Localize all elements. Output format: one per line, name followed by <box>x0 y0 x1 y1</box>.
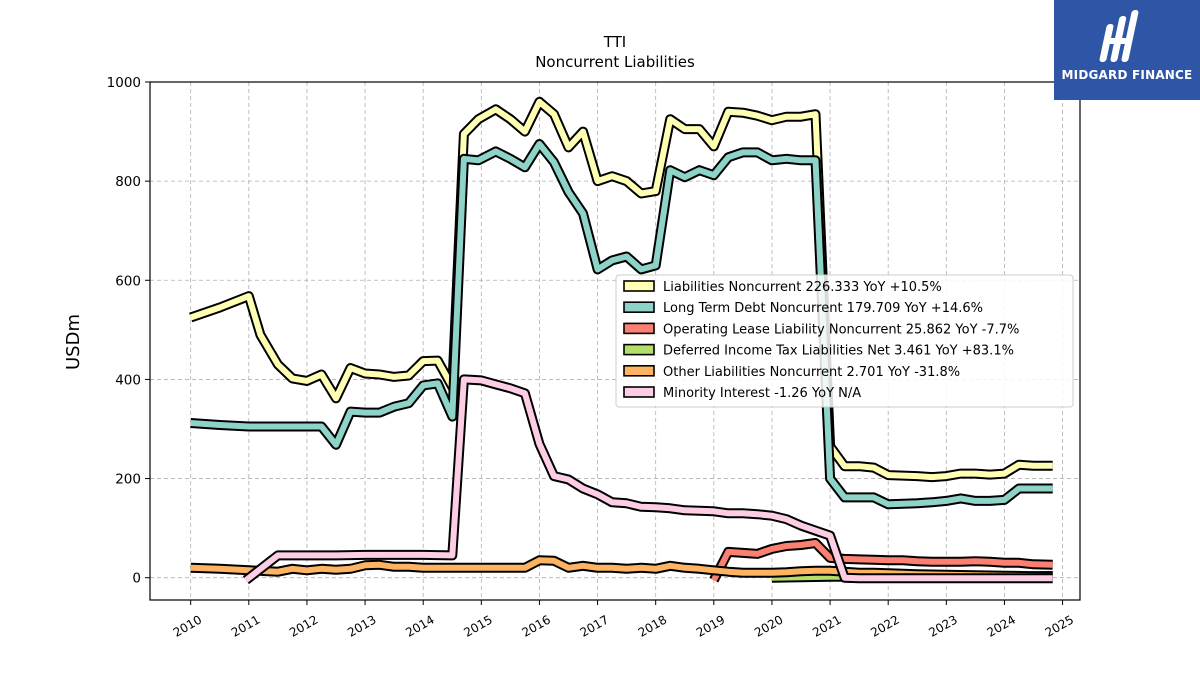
x-tick-label: 2016 <box>519 612 552 639</box>
midgard-m-logo-icon <box>1099 10 1139 62</box>
series-minority-interest <box>242 374 1053 585</box>
plot-frame <box>149 81 1081 601</box>
legend-entry: Operating Lease Liability Noncurrent 25.… <box>663 322 1019 337</box>
y-tick-label: 1000 <box>107 75 141 91</box>
legend-box <box>615 274 1074 408</box>
series-other-liabilities-noncurrent <box>190 555 1053 582</box>
midgard-finance-logo: MIDGARD FINANCE <box>1054 0 1200 100</box>
series-line <box>189 98 1053 481</box>
legend-swatch <box>623 386 655 398</box>
series-line <box>190 557 1053 580</box>
chart-subtitle: Noncurrent Liabilities <box>535 53 695 71</box>
x-tick-label: 2022 <box>868 612 901 639</box>
y-tick-label: 800 <box>115 174 141 190</box>
series-operating-lease-liability-noncurrent <box>709 538 1053 583</box>
x-tick-label: 2018 <box>636 612 669 639</box>
series-lines <box>189 96 1053 585</box>
series-line <box>711 540 1053 582</box>
chart-title: TTI <box>603 33 627 51</box>
legend-entry: Liabilities Noncurrent 226.333 YoY +10.5… <box>663 280 942 295</box>
x-tick-label: 2013 <box>345 612 378 639</box>
legend-entry: Long Term Debt Noncurrent 179.709 YoY +1… <box>663 301 983 316</box>
x-tick-label: 2020 <box>752 612 785 639</box>
x-tick-label: 2024 <box>984 612 1017 639</box>
legend-swatch <box>623 301 655 314</box>
legend-swatch <box>623 364 655 377</box>
series-liabilities-noncurrent <box>189 96 1053 483</box>
legend: Liabilities Noncurrent 226.333 YoY +10.5… <box>615 274 1074 408</box>
series-line <box>190 141 1053 508</box>
x-tick-label: 2011 <box>229 612 262 639</box>
legend-swatch <box>623 343 655 356</box>
x-tick-label: 2014 <box>403 612 436 639</box>
x-tick-label: 2019 <box>694 612 727 639</box>
y-axis-label: USDm <box>63 314 84 370</box>
legend-swatch <box>623 322 655 335</box>
legend-entry: Other Liabilities Noncurrent 2.701 YoY -… <box>663 365 960 380</box>
x-tick-label: 2012 <box>287 612 320 639</box>
y-tick-label: 600 <box>115 273 141 289</box>
x-tick-label: 2017 <box>578 612 611 639</box>
x-tick-label: 2015 <box>461 612 494 639</box>
series-long-term-debt-noncurrent <box>190 139 1053 510</box>
x-tick-label: 2021 <box>810 612 843 639</box>
logo-text: MIDGARD FINANCE <box>1061 68 1193 82</box>
series-line <box>244 376 1053 583</box>
y-tick-label: 400 <box>115 372 141 388</box>
legend-entry: Deferred Income Tax Liabilities Net 3.46… <box>663 344 1014 359</box>
x-tick-label: 2023 <box>926 612 959 639</box>
legend-entry: Minority Interest -1.26 YoY N/A <box>663 386 861 401</box>
y-tick-label: 200 <box>115 472 141 488</box>
legend-swatch <box>623 280 655 292</box>
x-tick-label: 2025 <box>1043 612 1076 639</box>
x-tick-label: 2010 <box>171 612 204 639</box>
y-tick-label: 0 <box>132 571 141 587</box>
